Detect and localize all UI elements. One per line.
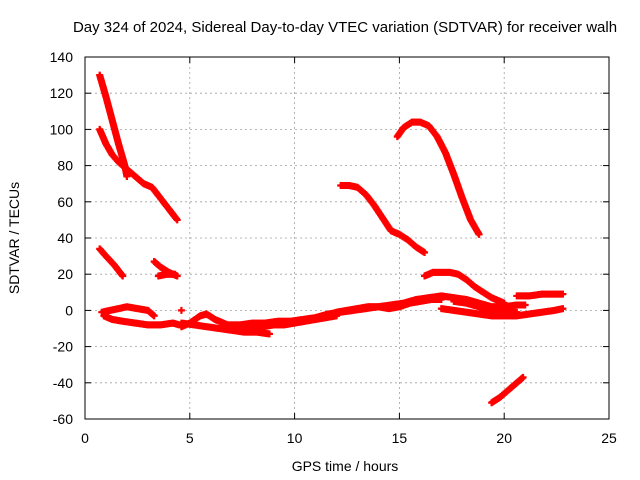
data-point xyxy=(559,290,567,298)
data-point xyxy=(123,172,131,180)
data-point xyxy=(521,301,529,309)
y-tick-label: 40 xyxy=(57,230,73,246)
x-tick-label: 20 xyxy=(496,430,512,446)
x-tick-label: 25 xyxy=(601,430,617,446)
data-series xyxy=(488,373,527,407)
data-series xyxy=(96,71,131,180)
data-series xyxy=(177,306,185,314)
y-tick-label: 120 xyxy=(50,85,74,101)
chart-title: Day 324 of 2024, Sidereal Day-to-day VTE… xyxy=(73,19,617,36)
data-point xyxy=(173,216,181,224)
data-point xyxy=(150,312,158,320)
data-point xyxy=(177,306,185,314)
data-point xyxy=(421,248,429,256)
data-markers xyxy=(96,71,567,407)
grid xyxy=(85,57,609,419)
y-tick-label: -40 xyxy=(53,375,73,391)
data-series xyxy=(393,118,483,238)
data-series xyxy=(421,268,508,307)
y-tick-label: 20 xyxy=(57,266,73,282)
data-series xyxy=(96,125,181,224)
data-point xyxy=(119,272,127,280)
data-series xyxy=(312,296,445,323)
data-series xyxy=(154,270,179,280)
data-series xyxy=(96,245,127,280)
data-point xyxy=(519,373,527,381)
data-point xyxy=(437,296,445,304)
y-tick-label: 60 xyxy=(57,194,73,210)
data-point xyxy=(171,270,179,278)
y-tick-label: 0 xyxy=(65,302,73,318)
data-point xyxy=(559,305,567,313)
y-tick-label: -60 xyxy=(53,411,73,427)
data-series xyxy=(513,290,567,300)
y-tick-label: 80 xyxy=(57,158,73,174)
x-axis-label: GPS time / hours xyxy=(292,458,399,474)
data-point xyxy=(500,299,508,307)
y-tick-label: 140 xyxy=(50,49,74,65)
x-tick-label: 0 xyxy=(81,430,89,446)
y-axis-label: SDTVAR / TECUs xyxy=(6,182,22,294)
x-tick-label: 15 xyxy=(392,430,408,446)
y-tick-label: -20 xyxy=(53,339,73,355)
data-series xyxy=(450,297,521,316)
data-point xyxy=(265,330,273,338)
x-tick-label: 5 xyxy=(186,430,194,446)
axis-ticks: 0 5 10 15 20 25 -60 -40 -20 0 20 40 60 80 100 120 140 xyxy=(50,49,617,446)
data-series xyxy=(337,182,429,256)
data-point xyxy=(513,308,521,316)
data-series xyxy=(100,312,183,329)
y-tick-label: 100 xyxy=(50,121,74,137)
data-point xyxy=(475,230,483,238)
x-tick-label: 10 xyxy=(287,430,303,446)
